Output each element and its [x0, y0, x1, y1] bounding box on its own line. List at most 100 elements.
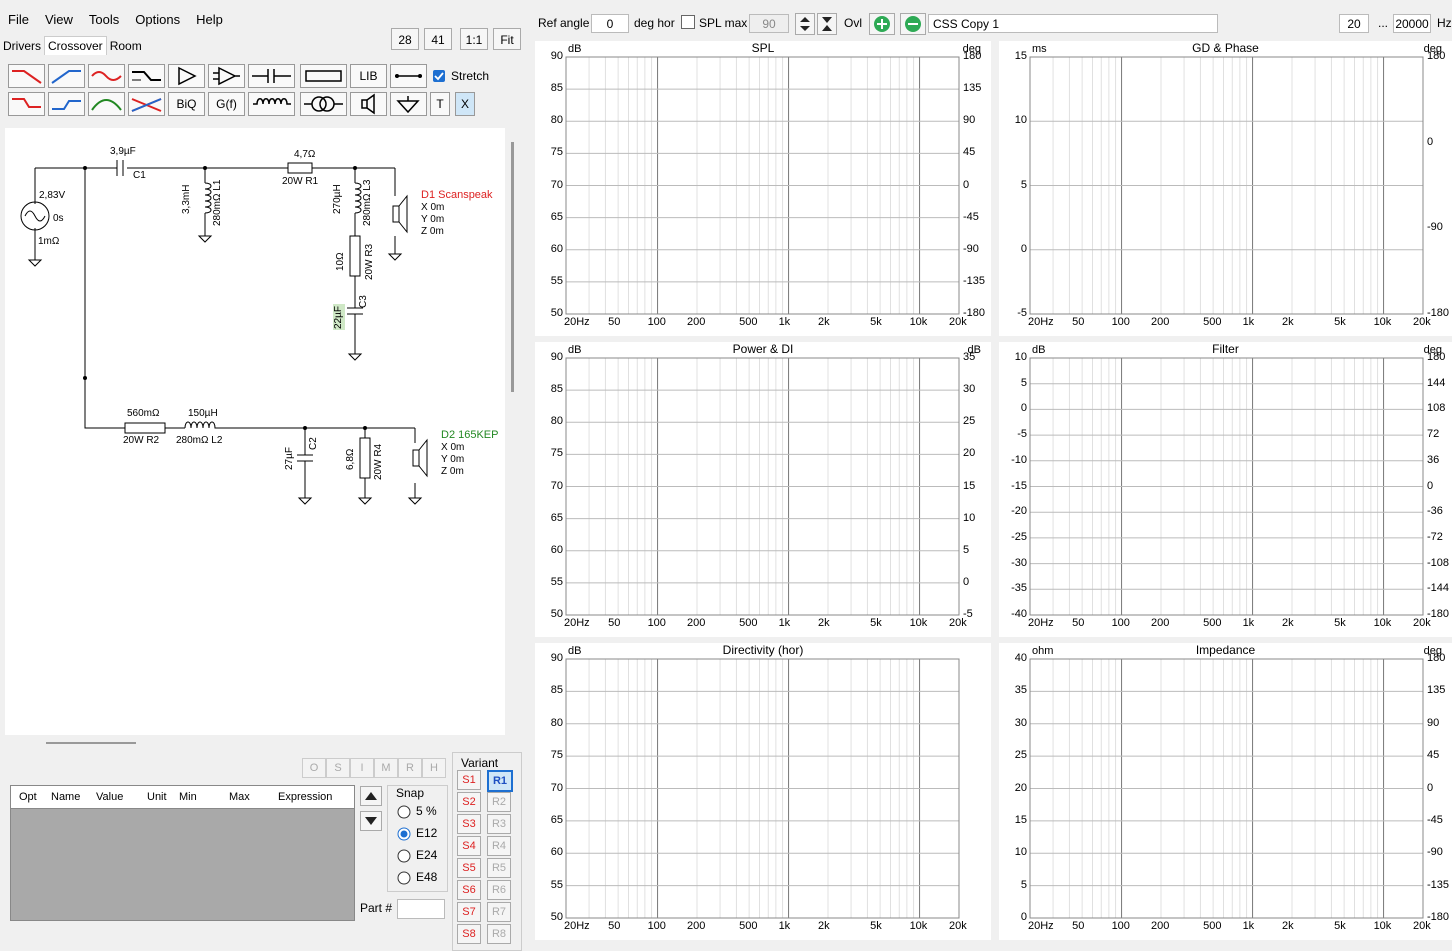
spl-max-checkbox[interactable]: [681, 15, 695, 29]
menu-tools[interactable]: Tools: [88, 12, 120, 27]
right-tick: -45: [1427, 813, 1443, 826]
chart-filter[interactable]: Filter dB deg 10 5 0 -5 -10 -15 -20 -25 -30 -35 -40 18…: [999, 342, 1452, 637]
peak-red-button[interactable]: [88, 64, 125, 88]
variant-r5-button[interactable]: R5: [487, 858, 511, 878]
driver-button[interactable]: [350, 92, 387, 116]
wire-button[interactable]: [390, 64, 427, 88]
add-overlay-button[interactable]: [869, 13, 895, 35]
chart-spl[interactable]: SPL dB deg 90 85 80 75 70 65 60 55 50 180 135 90 45 0 -45…: [535, 41, 991, 336]
stretch-checkbox[interactable]: [433, 70, 445, 82]
menu-view[interactable]: View: [44, 12, 73, 27]
variant-r8-button[interactable]: R8: [487, 924, 511, 944]
opt-i-button[interactable]: I: [350, 758, 374, 778]
y-tick: -10: [1011, 453, 1027, 466]
d1-name[interactable]: D1 Scanspeak: [421, 189, 493, 201]
opamp-button[interactable]: [208, 64, 245, 88]
r2-value[interactable]: 560mΩ: [127, 408, 160, 419]
tab-crossover[interactable]: Crossover: [44, 36, 107, 55]
opt-h-button[interactable]: H: [422, 758, 446, 778]
lowpass-red-button[interactable]: [8, 64, 45, 88]
chart-impedance[interactable]: Impedance ohm deg 40 35 30 25 20 15 10 5 0 180 135 90 4…: [999, 643, 1452, 940]
spl-stepper[interactable]: [795, 13, 815, 35]
r1-value[interactable]: 4,7Ω: [294, 149, 316, 160]
snap-option[interactable]: E48: [397, 870, 437, 885]
variant-s2-button[interactable]: S2: [457, 792, 481, 812]
inductor-button[interactable]: [248, 92, 295, 116]
d2-name[interactable]: D2 165KEP: [441, 429, 499, 441]
part-number-input[interactable]: [397, 899, 445, 919]
y-tick: -40: [1011, 608, 1027, 620]
move-up-button[interactable]: [360, 786, 382, 806]
zoom-1to1-button[interactable]: 1:1: [460, 28, 488, 50]
c3-value[interactable]: 22µF: [333, 306, 344, 329]
variant-s7-button[interactable]: S7: [457, 902, 481, 922]
variant-s8-button[interactable]: S8: [457, 924, 481, 944]
spl-fit-button[interactable]: [817, 13, 837, 35]
shelf-button[interactable]: [128, 64, 165, 88]
capacitor-button[interactable]: [248, 64, 295, 88]
variant-r4-button[interactable]: R4: [487, 836, 511, 856]
library-button[interactable]: LIB: [350, 64, 387, 88]
zoom-41-button[interactable]: 41: [424, 28, 452, 50]
biquad-button[interactable]: BiQ: [168, 92, 205, 116]
snap-option[interactable]: E12: [397, 826, 437, 841]
schematic-vscrollbar[interactable]: [511, 142, 514, 392]
opt-s-button[interactable]: S: [326, 758, 350, 778]
ref-angle-input[interactable]: 0: [591, 14, 629, 33]
c2-value[interactable]: 27µF: [284, 447, 295, 470]
amp-button[interactable]: [168, 64, 205, 88]
preset-input[interactable]: CSS Copy 1: [928, 14, 1218, 33]
r3-value[interactable]: 10Ω: [335, 252, 346, 271]
transformer-button[interactable]: [300, 92, 347, 116]
fmax-input[interactable]: 20000: [1393, 14, 1431, 33]
variant-s6-button[interactable]: S6: [457, 880, 481, 900]
opt-m-button[interactable]: M: [374, 758, 398, 778]
variant-s1-button[interactable]: S1: [457, 770, 481, 790]
variant-r7-button[interactable]: R7: [487, 902, 511, 922]
text-button[interactable]: T: [430, 92, 450, 116]
variant-r6-button[interactable]: R6: [487, 880, 511, 900]
l2-value[interactable]: 150µH: [188, 408, 218, 419]
r4-value[interactable]: 6,8Ω: [345, 448, 356, 470]
opt-o-button[interactable]: O: [302, 758, 326, 778]
highpass-allpass-button[interactable]: [48, 92, 85, 116]
variant-s4-button[interactable]: S4: [457, 836, 481, 856]
right-tick: 36: [1427, 453, 1440, 466]
c1-value[interactable]: 3,9µF: [110, 146, 136, 157]
highpass-blue-button[interactable]: [48, 64, 85, 88]
move-down-button[interactable]: [360, 811, 382, 831]
variant-r2-button[interactable]: R2: [487, 792, 511, 812]
variant-r1-button[interactable]: R1: [487, 770, 513, 792]
opt-r-button[interactable]: R: [398, 758, 422, 778]
tab-drivers[interactable]: Drivers: [3, 39, 41, 53]
resistor-button[interactable]: [300, 64, 347, 88]
notch-button[interactable]: [128, 92, 165, 116]
bandpass-button[interactable]: [88, 92, 125, 116]
ground-button[interactable]: [390, 92, 427, 116]
tab-room[interactable]: Room: [109, 39, 142, 53]
variant-s3-button[interactable]: S3: [457, 814, 481, 834]
gf-button[interactable]: G(f): [208, 92, 245, 116]
chart-directivity-hor[interactable]: Directivity (hor) dB 90 85 80 75 70 65 60 55 50 20H…: [535, 643, 991, 940]
variant-s5-button[interactable]: S5: [457, 858, 481, 878]
variant-r3-button[interactable]: R3: [487, 814, 511, 834]
l1-value[interactable]: 3,3mH: [181, 184, 192, 214]
parameter-table[interactable]: Opt Name Value Unit Min Max Expression: [10, 785, 355, 921]
zoom-fit-button[interactable]: Fit: [493, 28, 521, 50]
menu-file[interactable]: File: [8, 12, 29, 27]
chart-gd-phase[interactable]: GD & Phase ms deg 15 10 5 0 -5 180 0 -90 -180 20Hz 50…: [999, 41, 1452, 336]
schematic-canvas[interactable]: 2,83V 0s 1mΩ 3,9µF C1 3,3mH 280mΩ L1 4,7…: [5, 128, 505, 735]
l3-value[interactable]: 270µH: [332, 184, 343, 214]
chart-power-di[interactable]: Power & DI dB dB 90 85 80 75 70 65 60 55 50 35 30 25 20…: [535, 342, 991, 637]
menu-help[interactable]: Help: [196, 12, 223, 27]
snap-option[interactable]: E24: [397, 848, 437, 863]
delete-button[interactable]: X: [455, 92, 475, 116]
zoom-28-button[interactable]: 28: [391, 28, 419, 50]
schematic-hscrollbar[interactable]: [46, 742, 136, 744]
spl-max-input[interactable]: 90: [749, 14, 789, 33]
fmin-input[interactable]: 20: [1339, 14, 1369, 33]
remove-overlay-button[interactable]: [900, 13, 926, 35]
lowpass-allpass-button[interactable]: [8, 92, 45, 116]
menu-options[interactable]: Options: [135, 12, 181, 27]
snap-option[interactable]: 5 %: [397, 804, 437, 819]
